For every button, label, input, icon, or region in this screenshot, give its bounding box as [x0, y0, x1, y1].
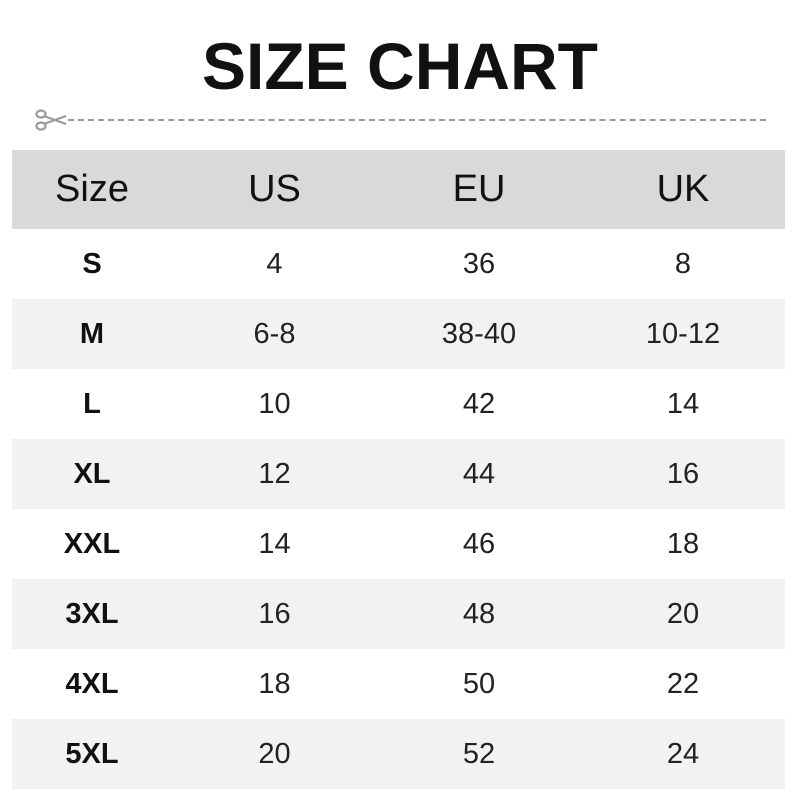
table-cell: 12: [258, 457, 291, 490]
table-cell: 6-8: [253, 317, 296, 350]
table-cell: L: [83, 387, 101, 420]
table-cell: 38-40: [441, 317, 517, 350]
table-cell: 14: [666, 387, 700, 420]
table-row: 4XL 18 50 22: [12, 649, 785, 719]
table-row: L 10 42 14: [12, 369, 785, 439]
table-header: Size US EU UK: [12, 150, 785, 229]
column-header: US: [248, 168, 301, 210]
dashed-line: [68, 119, 766, 121]
table-cell: 48: [462, 597, 496, 630]
table-cell: 50: [462, 667, 496, 700]
table-cell: 3XL: [65, 597, 119, 630]
table-cell: 42: [462, 387, 496, 420]
column-header: UK: [656, 168, 710, 210]
table-cell: 18: [258, 667, 291, 700]
table-row: 3XL 16 48 20: [12, 579, 785, 649]
table-cell: 4: [266, 247, 283, 280]
page-title: SIZE CHART: [202, 29, 598, 103]
table-row: S 4 36 8: [12, 229, 785, 299]
table-cell: 22: [666, 667, 700, 700]
table-row: M 6-8 38-40 10-12: [12, 299, 785, 369]
cut-line: [34, 108, 774, 132]
table-cell: S: [82, 247, 102, 280]
column-header: EU: [452, 168, 506, 210]
column-header: Size: [55, 168, 129, 210]
table-row: 5XL 20 52 24: [12, 719, 785, 789]
table-cell: XXL: [63, 527, 121, 560]
table-cell: 24: [666, 737, 700, 770]
table-cell: 46: [462, 527, 496, 560]
table-cell: 20: [666, 597, 700, 630]
table-cell: 52: [462, 737, 496, 770]
table-cell: 20: [258, 737, 291, 770]
table-cell: 8: [674, 247, 692, 280]
table-cell: 18: [666, 527, 700, 560]
table-cell: 14: [258, 527, 291, 560]
size-table: Size US EU UK S 4 36 8 M 6-8 38-40 10-12 L 10 42 14 XL 1…: [12, 150, 785, 789]
table-cell: 36: [462, 247, 496, 280]
table-cell: 16: [666, 457, 700, 490]
table-cell: 16: [258, 597, 291, 630]
table-row: XL 12 44 16: [12, 439, 785, 509]
table-cell: XL: [73, 457, 111, 490]
table-row: XXL 14 46 18: [12, 509, 785, 579]
table-cell: 4XL: [65, 667, 119, 700]
table-cell: 10: [258, 387, 291, 420]
table-cell: M: [79, 317, 105, 350]
table-cell: 44: [462, 457, 496, 490]
table-cell: 10-12: [645, 317, 721, 350]
scissors-icon: [35, 109, 67, 131]
table-cell: 5XL: [65, 737, 119, 770]
